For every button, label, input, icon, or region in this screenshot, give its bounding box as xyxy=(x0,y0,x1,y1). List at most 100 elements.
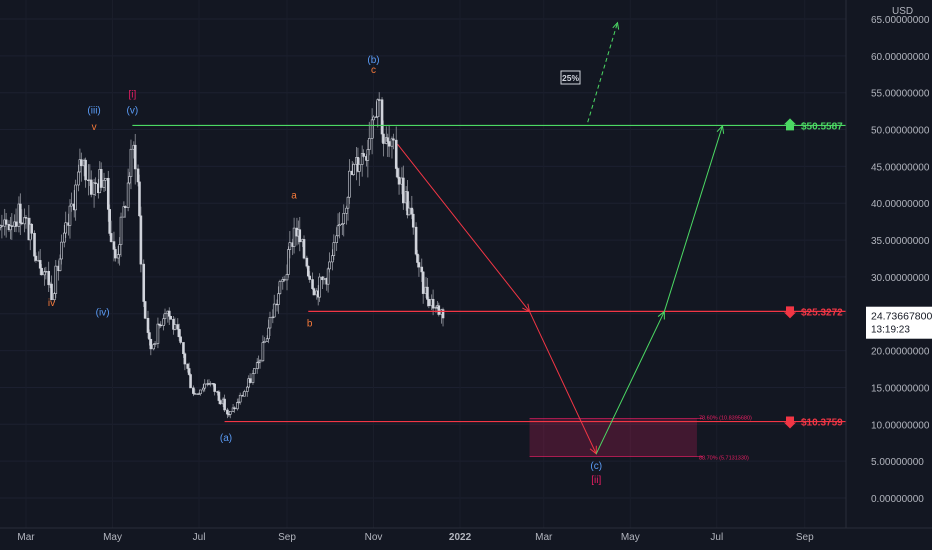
candle-body xyxy=(209,383,212,385)
candle xyxy=(406,180,409,219)
candle xyxy=(322,276,326,285)
candle-body xyxy=(129,148,133,177)
candle-body xyxy=(163,313,167,320)
candle-body xyxy=(292,227,296,247)
candle xyxy=(338,212,341,239)
wave-label: a xyxy=(291,190,297,201)
candle-body xyxy=(104,177,107,181)
candle-body xyxy=(108,209,111,234)
candle xyxy=(375,101,378,118)
candle-body xyxy=(152,344,155,350)
candle xyxy=(60,234,63,265)
candle xyxy=(394,126,398,178)
candle-body xyxy=(19,203,22,224)
candle xyxy=(4,212,8,238)
candle xyxy=(392,133,395,150)
candle-body xyxy=(24,217,28,219)
candle-body xyxy=(203,383,207,389)
candle-body xyxy=(126,182,130,208)
grid xyxy=(0,18,846,499)
wave-label: v xyxy=(92,122,97,133)
candle xyxy=(410,195,414,220)
candle xyxy=(219,398,222,405)
price-tick-label: 45.00000000 xyxy=(871,162,930,173)
price-tick-label: 15.00000000 xyxy=(871,383,930,394)
time-tick-label: Jul xyxy=(710,532,723,543)
candle xyxy=(89,170,93,198)
candle xyxy=(136,164,140,187)
candle-body xyxy=(437,305,441,315)
candle xyxy=(209,381,212,387)
candle-body xyxy=(4,219,8,225)
candle xyxy=(407,201,411,216)
time-tick-label: May xyxy=(103,532,122,543)
candle xyxy=(311,272,314,290)
candle-body xyxy=(311,279,314,289)
candle xyxy=(143,301,147,320)
candle xyxy=(380,97,384,143)
candle xyxy=(265,335,269,342)
candle-body xyxy=(58,258,62,271)
candle-body xyxy=(265,338,269,342)
time-tick-label: 2022 xyxy=(449,532,472,543)
candle xyxy=(271,309,275,324)
candle xyxy=(40,264,43,276)
candle-body xyxy=(348,170,351,198)
candle xyxy=(114,246,117,262)
candle xyxy=(282,275,286,283)
candle xyxy=(139,206,143,273)
candle-body xyxy=(245,386,249,392)
candle xyxy=(331,249,334,271)
candle xyxy=(358,157,361,186)
candle-body xyxy=(322,277,326,281)
candle xyxy=(129,139,133,190)
candle xyxy=(202,383,205,393)
price-tick-label: 20.00000000 xyxy=(871,347,930,358)
candle xyxy=(94,177,97,196)
level-label: $50.5587 xyxy=(801,121,843,132)
candle-body xyxy=(426,286,429,300)
candle-body xyxy=(106,177,110,210)
candle-body xyxy=(158,323,161,326)
candle xyxy=(421,271,425,304)
price-tick-label: 30.00000000 xyxy=(871,273,930,284)
candle-body xyxy=(114,249,117,259)
candle xyxy=(321,275,324,290)
candle xyxy=(44,266,48,280)
candle-body xyxy=(217,391,221,401)
time-tick-label: May xyxy=(621,532,640,543)
candle xyxy=(77,164,80,192)
candle xyxy=(411,209,415,235)
candle xyxy=(192,385,195,397)
time-axis[interactable]: Mar May Jul Sep Nov 2022 Mar May Jul Sep xyxy=(0,527,932,543)
candle-body xyxy=(392,138,395,141)
candle-body xyxy=(20,222,24,225)
candle xyxy=(206,379,209,387)
candle-body xyxy=(53,293,56,301)
candle-body xyxy=(397,176,401,185)
candle xyxy=(427,296,431,309)
candle-body xyxy=(68,205,72,226)
candle xyxy=(341,223,344,236)
candle xyxy=(0,214,4,239)
candle xyxy=(305,255,309,269)
candle-body xyxy=(326,268,330,285)
candle xyxy=(43,267,46,286)
price-candles xyxy=(0,92,445,419)
candle-body xyxy=(278,281,282,295)
price-tick-label: 10.00000000 xyxy=(871,420,930,431)
candle-body xyxy=(23,217,26,225)
candle xyxy=(108,204,111,236)
time-tick-label: Sep xyxy=(796,532,814,543)
candle-body xyxy=(149,338,153,350)
candle xyxy=(213,383,216,396)
candle-body xyxy=(411,213,415,228)
candle-body xyxy=(410,207,414,215)
wave-label: c xyxy=(371,65,376,76)
candle xyxy=(345,205,348,225)
candle-body xyxy=(74,184,77,211)
time-tick-label: Mar xyxy=(17,532,35,543)
price-axis[interactable]: 0.00000000 5.00000000 10.00000000 15.000000… xyxy=(845,0,932,528)
